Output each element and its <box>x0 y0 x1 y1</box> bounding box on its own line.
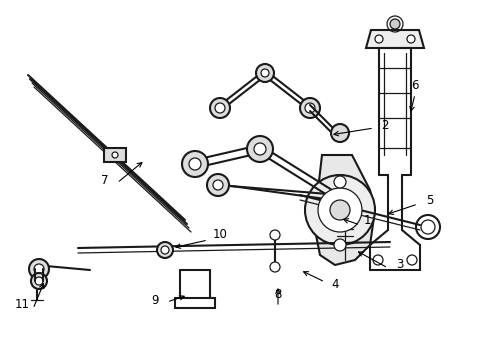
Circle shape <box>334 176 346 188</box>
Circle shape <box>29 259 49 279</box>
Circle shape <box>35 277 43 285</box>
Text: 2: 2 <box>381 118 389 131</box>
Text: 8: 8 <box>274 288 282 302</box>
Text: 1: 1 <box>363 213 371 226</box>
Circle shape <box>161 246 169 254</box>
Circle shape <box>207 174 229 196</box>
Circle shape <box>407 35 415 43</box>
Text: 10: 10 <box>213 229 227 242</box>
Circle shape <box>337 202 353 218</box>
Circle shape <box>182 151 208 177</box>
Circle shape <box>300 98 320 118</box>
Circle shape <box>305 103 315 113</box>
Circle shape <box>112 152 118 158</box>
Text: 7: 7 <box>101 174 109 186</box>
Circle shape <box>390 19 400 29</box>
Polygon shape <box>104 148 126 162</box>
Circle shape <box>34 264 44 274</box>
Polygon shape <box>315 155 375 265</box>
Text: 5: 5 <box>426 194 434 207</box>
Circle shape <box>334 239 346 251</box>
Circle shape <box>247 136 273 162</box>
Circle shape <box>421 220 435 234</box>
Polygon shape <box>366 30 424 48</box>
Text: 4: 4 <box>331 279 339 292</box>
Circle shape <box>331 124 349 142</box>
Circle shape <box>318 188 362 232</box>
Circle shape <box>305 175 375 245</box>
Circle shape <box>215 103 225 113</box>
Text: 3: 3 <box>396 258 404 271</box>
Circle shape <box>256 64 274 82</box>
Circle shape <box>375 35 383 43</box>
Circle shape <box>213 180 223 190</box>
Circle shape <box>270 230 280 240</box>
Circle shape <box>330 200 350 220</box>
Circle shape <box>189 158 201 170</box>
Circle shape <box>270 262 280 272</box>
Circle shape <box>210 98 230 118</box>
Text: 11: 11 <box>15 298 29 311</box>
Circle shape <box>254 143 266 155</box>
Circle shape <box>407 255 417 265</box>
Text: 6: 6 <box>411 78 419 91</box>
Circle shape <box>31 273 47 289</box>
Text: 9: 9 <box>151 293 159 306</box>
Circle shape <box>157 242 173 258</box>
Circle shape <box>373 255 383 265</box>
Circle shape <box>261 69 269 77</box>
